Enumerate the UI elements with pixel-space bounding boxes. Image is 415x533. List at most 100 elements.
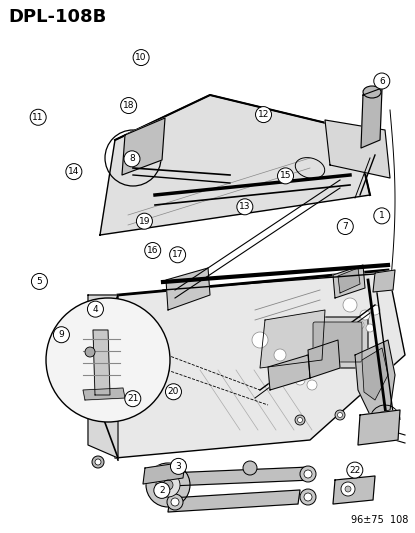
Text: 12: 12 [258, 110, 269, 119]
Circle shape [278, 168, 293, 184]
Circle shape [274, 349, 286, 361]
Circle shape [370, 305, 380, 315]
Polygon shape [115, 270, 405, 458]
Circle shape [95, 459, 101, 465]
Polygon shape [361, 88, 382, 148]
Polygon shape [168, 490, 300, 512]
Text: 9: 9 [59, 330, 64, 339]
Text: 22: 22 [349, 466, 361, 474]
Circle shape [243, 461, 257, 475]
Circle shape [307, 380, 317, 390]
Circle shape [300, 466, 316, 482]
Polygon shape [168, 467, 312, 486]
Circle shape [166, 384, 181, 400]
Text: 13: 13 [239, 203, 251, 211]
Circle shape [300, 489, 316, 505]
Text: 10: 10 [135, 53, 147, 62]
Text: 1: 1 [379, 212, 385, 220]
Text: 17: 17 [172, 251, 183, 259]
Circle shape [66, 164, 82, 180]
Circle shape [374, 208, 390, 224]
Circle shape [124, 151, 140, 167]
Circle shape [256, 107, 271, 123]
Text: 3: 3 [176, 462, 181, 471]
Polygon shape [122, 118, 165, 175]
Circle shape [345, 486, 351, 492]
Circle shape [341, 482, 355, 496]
Ellipse shape [363, 86, 381, 98]
Circle shape [304, 470, 312, 478]
Circle shape [295, 415, 305, 425]
Circle shape [347, 462, 363, 478]
Circle shape [337, 413, 342, 417]
Circle shape [92, 456, 104, 468]
Circle shape [167, 494, 183, 510]
Polygon shape [83, 388, 125, 400]
Text: 4: 4 [93, 305, 98, 313]
Polygon shape [333, 476, 375, 504]
Text: 15: 15 [280, 172, 291, 180]
Circle shape [298, 417, 303, 423]
Text: 7: 7 [342, 222, 348, 231]
Text: 19: 19 [139, 217, 150, 225]
Circle shape [30, 109, 46, 125]
Circle shape [237, 199, 253, 215]
Text: 20: 20 [168, 387, 179, 396]
Polygon shape [268, 355, 310, 390]
Circle shape [374, 73, 390, 89]
Polygon shape [355, 340, 395, 415]
Circle shape [85, 347, 95, 357]
Circle shape [356, 321, 364, 329]
Polygon shape [93, 330, 110, 395]
Circle shape [145, 243, 161, 259]
Polygon shape [333, 265, 365, 298]
Polygon shape [338, 268, 360, 293]
Polygon shape [373, 270, 395, 292]
Polygon shape [88, 295, 118, 458]
Text: 5: 5 [37, 277, 42, 286]
Circle shape [32, 273, 47, 289]
Text: 21: 21 [127, 394, 139, 403]
Text: 11: 11 [32, 113, 44, 122]
Polygon shape [358, 410, 400, 445]
Text: 16: 16 [147, 246, 159, 255]
Polygon shape [308, 340, 340, 378]
Text: 6: 6 [379, 77, 385, 85]
Circle shape [360, 310, 370, 320]
Polygon shape [143, 462, 185, 484]
Circle shape [163, 480, 173, 490]
FancyBboxPatch shape [313, 322, 362, 362]
Circle shape [304, 493, 312, 501]
Circle shape [46, 298, 170, 422]
Circle shape [343, 298, 357, 312]
Circle shape [295, 375, 305, 385]
Polygon shape [166, 268, 210, 310]
Circle shape [170, 247, 186, 263]
Circle shape [125, 391, 141, 407]
Circle shape [121, 98, 137, 114]
Circle shape [171, 458, 186, 474]
Polygon shape [100, 95, 370, 235]
Circle shape [154, 482, 170, 498]
Circle shape [133, 50, 149, 66]
Text: 96±75  108: 96±75 108 [351, 515, 408, 525]
Text: 18: 18 [123, 101, 134, 110]
Text: 8: 8 [129, 155, 135, 163]
Circle shape [335, 410, 345, 420]
Circle shape [366, 324, 374, 332]
Circle shape [88, 301, 103, 317]
Polygon shape [362, 348, 388, 400]
Text: 2: 2 [159, 486, 165, 495]
Polygon shape [260, 310, 325, 368]
Circle shape [252, 332, 268, 348]
Circle shape [137, 213, 152, 229]
Circle shape [156, 473, 180, 497]
Text: DPL-108B: DPL-108B [8, 8, 106, 26]
FancyBboxPatch shape [307, 317, 368, 368]
Circle shape [171, 498, 179, 506]
Circle shape [54, 327, 69, 343]
Circle shape [146, 463, 190, 507]
Text: 14: 14 [68, 167, 80, 176]
Polygon shape [325, 120, 390, 178]
Circle shape [337, 219, 353, 235]
